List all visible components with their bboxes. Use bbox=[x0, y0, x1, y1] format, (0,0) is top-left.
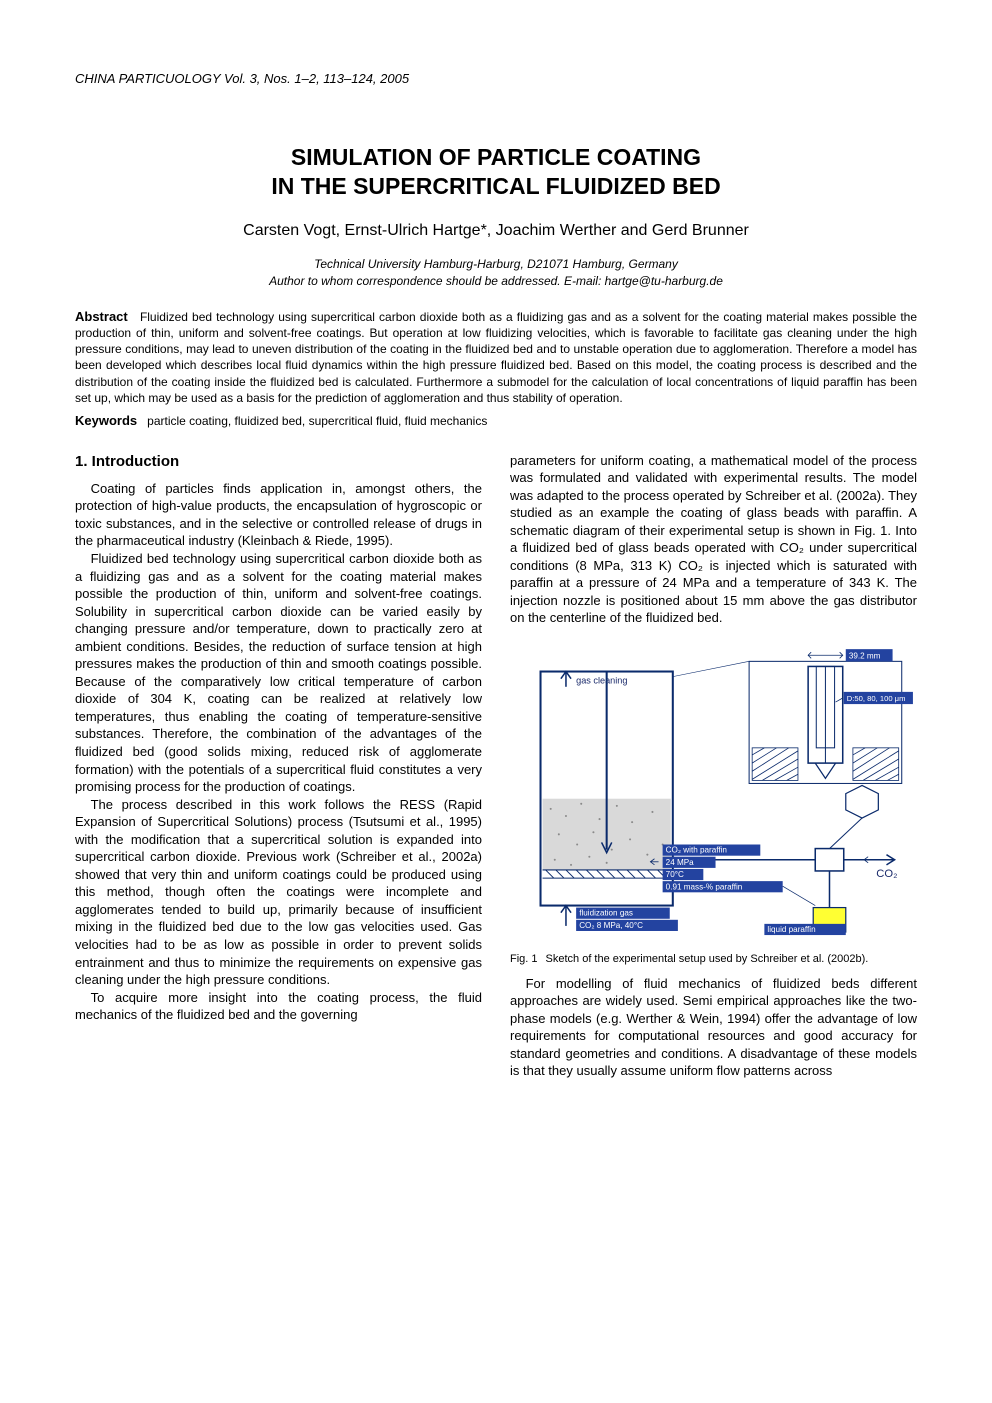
section-1-heading: 1. Introduction bbox=[75, 452, 482, 472]
keywords-label: Keywords bbox=[75, 413, 137, 428]
fig-label-fluidcond: CO₂ 8 MPa, 40°C bbox=[579, 921, 643, 930]
fig-label-t70: 70°C bbox=[666, 870, 684, 879]
abstract: Abstract Fluidized bed technology using … bbox=[75, 308, 917, 406]
body-paragraph: For modelling of fluid mechanics of flui… bbox=[510, 975, 917, 1080]
abstract-text: Fluidized bed technology using supercrit… bbox=[75, 310, 917, 405]
title-line-1: SIMULATION OF PARTICLE COATING bbox=[291, 144, 701, 170]
affiliation-line-2: Author to whom correspondence should be … bbox=[269, 274, 723, 288]
fig-label-mass: 0.91 mass-% paraffin bbox=[666, 882, 743, 891]
figure-1: gas cleaning bbox=[510, 641, 917, 967]
body-paragraph: parameters for uniform coating, a mathem… bbox=[510, 452, 917, 627]
body-paragraph: Coating of particles finds application i… bbox=[75, 480, 482, 550]
abstract-label: Abstract bbox=[75, 309, 128, 324]
fig-label-p24: 24 MPa bbox=[666, 858, 694, 867]
fig-label-fluidgas: fluidization gas bbox=[579, 909, 633, 918]
fig-label-co2: CO₂ bbox=[876, 868, 897, 880]
fig-label-co2-paraffin: CO₂ with paraffin bbox=[666, 846, 727, 855]
figure-caption-label: Fig. 1 bbox=[510, 952, 546, 966]
affiliation: Technical University Hamburg-Harburg, D2… bbox=[75, 256, 917, 290]
body-paragraph: Fluidized bed technology using supercrit… bbox=[75, 550, 482, 796]
fig-label-gas-cleaning: gas cleaning bbox=[576, 676, 627, 686]
figure-1-caption: Fig. 1 Sketch of the experimental setup … bbox=[510, 952, 917, 966]
body-paragraph: To acquire more insight into the coating… bbox=[75, 989, 482, 1024]
keywords-text: particle coating, fluidized bed, supercr… bbox=[147, 414, 487, 428]
two-column-body: 1. Introduction Coating of particles fin… bbox=[75, 452, 917, 1080]
fig-label-diams: D:50, 80, 100 μm bbox=[847, 694, 906, 703]
right-column: parameters for uniform coating, a mathem… bbox=[510, 452, 917, 1080]
fig-label-dim: 39.2 mm bbox=[849, 651, 881, 660]
paper-title: SIMULATION OF PARTICLE COATING IN THE SU… bbox=[75, 143, 917, 203]
keywords: Keywords particle coating, fluidized bed… bbox=[75, 412, 917, 430]
figure-caption-text: Sketch of the experimental setup used by… bbox=[546, 952, 917, 966]
journal-header: CHINA PARTICUOLOGY Vol. 3, Nos. 1–2, 113… bbox=[75, 70, 917, 88]
fig-label-liquid: liquid paraffin bbox=[767, 925, 815, 934]
left-column: 1. Introduction Coating of particles fin… bbox=[75, 452, 482, 1080]
authors: Carsten Vogt, Ernst-Ulrich Hartge*, Joac… bbox=[75, 220, 917, 242]
figure-1-svg: gas cleaning bbox=[510, 641, 917, 946]
body-paragraph: The process described in this work follo… bbox=[75, 796, 482, 989]
affiliation-line-1: Technical University Hamburg-Harburg, D2… bbox=[314, 257, 678, 271]
title-line-2: IN THE SUPERCRITICAL FLUIDIZED BED bbox=[271, 173, 720, 199]
